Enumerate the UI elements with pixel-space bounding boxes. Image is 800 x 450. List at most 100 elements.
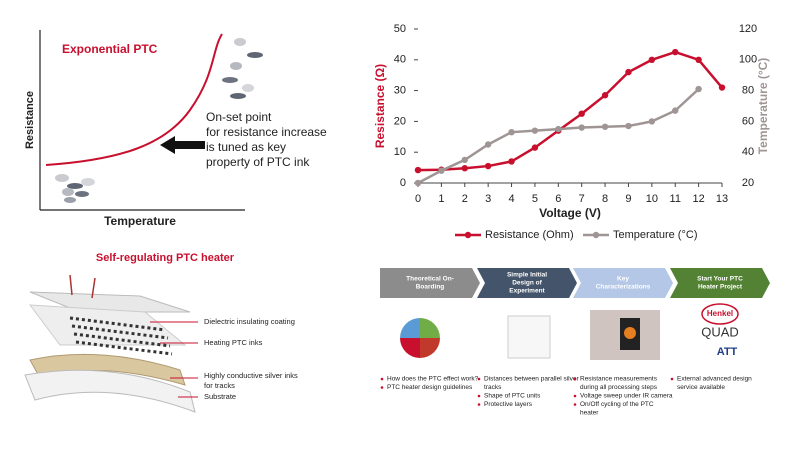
y-tick-label: 0 [400, 177, 406, 189]
bullet-dot [477, 377, 481, 381]
pie-icon [400, 318, 420, 338]
step-title: Boarding [416, 284, 445, 291]
particles [55, 38, 263, 203]
x-tick-label: 1 [438, 193, 444, 205]
data-point [718, 84, 726, 91]
x-tick-label: 13 [716, 193, 728, 205]
y2-tick-label: 40 [742, 146, 754, 158]
bullet-dot [573, 394, 577, 398]
y2-axis-title: Temperature (°C) [756, 58, 770, 155]
logo-badge [701, 303, 739, 325]
ptc-inks [69, 316, 173, 356]
y-tick-label: 50 [394, 23, 406, 35]
step-title: Experiment [509, 288, 545, 295]
bullet-text: Shape of PTC units [484, 393, 541, 400]
step-chevron [573, 268, 673, 298]
x-tick-label: 2 [462, 193, 468, 205]
note-line: On-set point [206, 110, 272, 124]
data-point [484, 141, 492, 148]
x-axis-title: Voltage (V) [539, 206, 601, 220]
note-line: is tuned as key [206, 140, 286, 154]
step-title: Theoretical On- [406, 276, 454, 283]
data-point [578, 124, 585, 131]
step-title: Key [617, 276, 629, 283]
data-point [508, 128, 515, 136]
bullet-text: service available [677, 384, 725, 391]
legend-label: Temperature (°C) [613, 229, 697, 241]
x-tick-label: 3 [485, 193, 491, 205]
data-point [578, 110, 585, 117]
bullet-text: during all processing steps [580, 384, 658, 391]
pie-icon [420, 338, 440, 358]
data-point [461, 165, 468, 172]
step-title: Start Your PTC [697, 276, 743, 283]
layer-label: Substrate [204, 392, 236, 401]
data-point [625, 68, 632, 76]
diagram-ylabel: Resistance [24, 91, 36, 149]
bullet-dot [380, 377, 384, 381]
y2-tick-label: 60 [742, 115, 754, 127]
logo: Henkel [707, 309, 733, 318]
x-tick-label: 4 [508, 193, 514, 205]
design-icon [507, 315, 551, 359]
photo-hot [624, 327, 636, 339]
bullet-text: tracks [484, 384, 502, 391]
bullet-text: heater [580, 410, 599, 417]
bullet-text: External advanced design [677, 376, 752, 383]
data-point [555, 125, 562, 133]
y-axis-title: Resistance (Ω) [373, 64, 387, 148]
layer-label: Heating PTC inks [204, 338, 263, 347]
x-tick-label: 8 [602, 193, 608, 205]
y2-tick-label: 100 [739, 54, 757, 66]
step-title: Design of [512, 280, 542, 287]
x-tick-label: 11 [670, 193, 681, 205]
data-point [438, 167, 445, 174]
pie-icon [420, 318, 440, 338]
bullet-text: Protective layers [484, 401, 533, 408]
x-tick-label: 9 [625, 193, 631, 205]
data-point [648, 56, 656, 63]
data-point [531, 144, 539, 151]
step-title: Simple Initial [507, 272, 547, 279]
curve [45, 33, 223, 166]
y-tick-label: 20 [394, 115, 406, 127]
data-point [461, 156, 468, 164]
legend-swatch-dot [592, 231, 600, 239]
bullet-text: PTC heater design guidelines [387, 384, 473, 391]
logo: QUAD [701, 324, 739, 339]
bullet-dot [573, 403, 577, 406]
bullet-dot [477, 394, 481, 398]
note-line: property of PTC ink [206, 155, 310, 169]
data-point [531, 127, 539, 134]
bullet-text: Voltage sweep under IR camera [580, 393, 673, 400]
step-chevron [670, 268, 770, 298]
data-point [648, 118, 656, 125]
pie-icon [400, 338, 420, 358]
layer-label: Dielectric insulating coating [204, 317, 295, 326]
layer-label: Highly conductive silver inks [204, 371, 298, 380]
diagram-xlabel: Temperature [104, 214, 176, 228]
y-tick-label: 30 [394, 85, 406, 97]
data-point [695, 56, 702, 63]
data-point [625, 122, 632, 130]
data-point [414, 179, 422, 187]
note-line: for resistance increase [206, 125, 327, 139]
bullet-text: Distances between parallel silver [484, 376, 579, 383]
heater: Self-regulating PTC heater Dielectric in… [24, 252, 298, 413]
x-tick-label: 7 [579, 193, 585, 205]
data-point [508, 158, 515, 165]
bullet-text: How does the PTC effect work? [387, 376, 479, 383]
y2-tick-label: 20 [742, 177, 754, 189]
step-title: Characterizations [596, 284, 651, 291]
series-line [417, 50, 723, 172]
layer-label: for tracks [204, 381, 235, 390]
legend-label: Resistance (Ohm) [485, 229, 574, 241]
y2-tick-label: 80 [742, 85, 754, 97]
bullet-dot [477, 403, 481, 406]
heater-title: Self-regulating PTC heater [96, 252, 235, 264]
data-point [601, 123, 609, 130]
substrate [24, 369, 196, 413]
